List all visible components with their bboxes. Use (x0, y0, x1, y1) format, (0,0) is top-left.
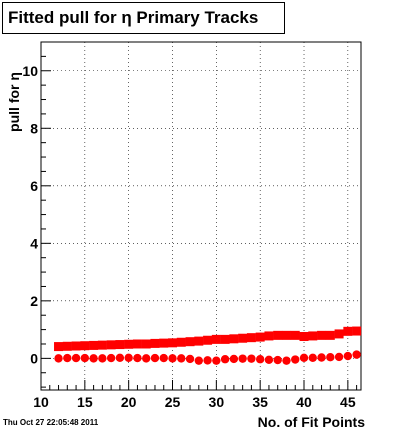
data-series (54, 326, 362, 365)
axes: 10 15 20 25 30 35 40 45 0 2 4 6 8 10 (22, 41, 358, 410)
data-point-circle (54, 354, 63, 363)
data-point-circle (291, 355, 300, 364)
data-point-square (238, 333, 248, 343)
x-tick-label: 45 (340, 394, 356, 410)
data-point-circle (98, 354, 107, 363)
data-point-circle (220, 355, 230, 364)
data-point-square (115, 340, 125, 350)
data-point-square (203, 335, 213, 345)
y-axis-label: pull for η (6, 72, 22, 132)
data-point-circle (115, 353, 125, 362)
data-point-circle (343, 351, 353, 361)
x-tick-label: 10 (33, 394, 49, 410)
data-point-circle (326, 353, 335, 362)
chart-title: Fitted pull for η Primary Tracks (8, 8, 259, 27)
series-2 (54, 350, 361, 365)
data-point-circle (264, 355, 274, 365)
data-point-circle (212, 356, 221, 365)
data-point-circle (229, 354, 239, 364)
data-point-square (317, 330, 327, 340)
data-point-circle (273, 355, 282, 365)
data-point-square (159, 338, 169, 348)
data-point-circle (89, 354, 98, 363)
x-tick-label: 35 (252, 394, 268, 410)
data-point-square (106, 340, 116, 350)
data-point-square (343, 326, 353, 336)
x-tick-label: 15 (77, 394, 93, 410)
data-point-square (264, 331, 274, 341)
data-point-square (334, 329, 344, 339)
data-point-circle (150, 353, 160, 363)
data-point-square (308, 331, 318, 341)
data-point-square (71, 341, 81, 351)
data-point-circle (142, 354, 151, 363)
y-tick-label: 0 (30, 350, 38, 366)
data-point-circle (63, 353, 72, 363)
data-point-square (54, 342, 64, 352)
data-point-square (273, 330, 283, 340)
data-point-circle (159, 353, 168, 363)
data-point-circle (106, 353, 116, 363)
x-tick-label: 30 (209, 394, 225, 410)
data-point-square (352, 326, 362, 336)
data-point-circle (334, 352, 344, 362)
series-1 (54, 326, 362, 352)
data-point-circle (299, 353, 309, 362)
data-point-circle (177, 354, 186, 363)
data-point-square (141, 339, 151, 349)
data-point-square (176, 337, 186, 347)
data-point-square (168, 338, 178, 348)
data-point-square (220, 334, 230, 344)
data-point-square (299, 332, 309, 342)
data-point-circle (203, 356, 212, 365)
data-point-square (229, 334, 239, 344)
data-point-square (194, 336, 204, 346)
timestamp: Thu Oct 27 22:05:48 2011 (3, 418, 99, 427)
x-tick-label: 20 (121, 394, 137, 410)
data-point-circle (308, 353, 317, 362)
data-point-square (89, 340, 99, 350)
y-tick-label: 8 (30, 120, 38, 136)
data-point-circle (71, 353, 81, 363)
x-tick-label: 25 (165, 394, 181, 410)
data-point-square (97, 340, 107, 350)
data-point-circle (168, 354, 177, 363)
data-point-square (80, 341, 90, 351)
data-point-square (62, 341, 72, 351)
data-point-square (281, 330, 291, 340)
data-point-circle (80, 353, 90, 363)
data-point-circle (255, 355, 265, 364)
data-point-square (150, 338, 160, 348)
data-point-circle (352, 350, 361, 359)
data-point-circle (247, 354, 256, 363)
data-point-circle (124, 353, 133, 362)
data-point-circle (282, 356, 291, 365)
data-point-square (246, 333, 256, 343)
y-tick-label: 4 (30, 235, 38, 251)
data-point-circle (238, 354, 247, 363)
data-point-circle (194, 356, 204, 365)
plot-frame (40, 41, 362, 391)
data-point-square (255, 332, 265, 342)
x-axis-label: No. of Fit Points (258, 414, 366, 430)
data-point-square (124, 339, 134, 349)
data-point-square (185, 337, 195, 347)
data-point-circle (317, 353, 326, 362)
data-point-circle (133, 353, 142, 363)
data-point-square (211, 334, 221, 344)
data-point-square (132, 339, 142, 349)
data-point-square (325, 330, 335, 340)
y-tick-label: 6 (30, 178, 38, 194)
chart-title-box: Fitted pull for η Primary Tracks (2, 2, 285, 34)
x-tick-label: 40 (296, 394, 312, 410)
data-point-circle (185, 354, 195, 364)
data-point-square (290, 330, 300, 340)
y-tick-label: 10 (22, 63, 38, 79)
y-tick-label: 2 (30, 293, 38, 309)
